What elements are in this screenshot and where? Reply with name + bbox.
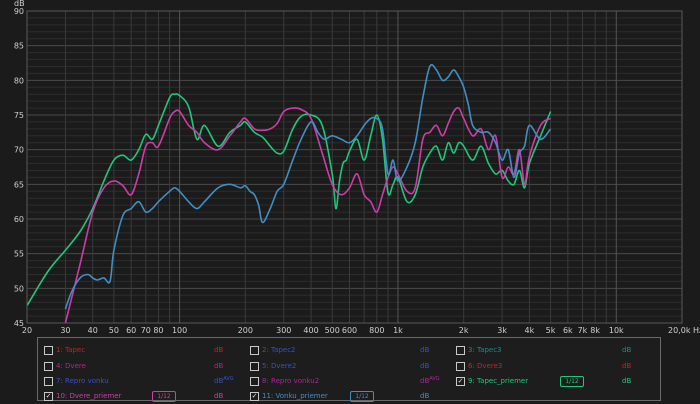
x-tick-label: 7k — [578, 326, 588, 335]
x-tick-label: 80 — [153, 326, 163, 335]
y-tick-label: 60 — [14, 215, 24, 224]
legend-label: 8: Repro vonku2 — [262, 377, 320, 385]
x-tick-label: 2k — [459, 326, 469, 335]
x-tick-label: 20 — [22, 326, 32, 335]
grid — [26, 10, 683, 324]
x-tick-label: 400 — [303, 326, 318, 335]
y-unit-label: dB — [14, 0, 25, 8]
legend-unit: dBAVG — [214, 376, 234, 385]
legend-panel: 1: Tapec dB 2: Tapec2 dB 3: Tapec3 dB 4: Dvere… — [37, 337, 661, 403]
series-line — [27, 93, 552, 307]
legend-unit: dB — [622, 362, 632, 370]
legend-unit: dB — [420, 362, 430, 370]
plot-frame — [26, 10, 683, 324]
series-1 — [27, 93, 552, 307]
x-unit-label: Hz — [693, 326, 700, 335]
x-tick-label: 200 — [238, 326, 253, 335]
x-tick-label: 6k — [563, 326, 573, 335]
legend-item[interactable]: 3: Tapec3 dB — [456, 343, 646, 357]
avg-badge: AVG — [429, 376, 440, 382]
x-tick-label: 8k — [590, 326, 600, 335]
legend-checkbox[interactable]: ✓ — [44, 392, 53, 401]
legend-unit: dB — [622, 377, 632, 385]
legend-checkbox[interactable] — [456, 346, 465, 355]
legend-checkbox[interactable] — [44, 362, 53, 371]
y-tick-label: 90 — [14, 7, 24, 16]
x-tick-label: 70 — [141, 326, 151, 335]
legend-unit: dB — [420, 346, 430, 354]
smoothing-icon[interactable]: 1/12 — [560, 376, 584, 387]
y-tick-label: 45 — [14, 319, 24, 328]
legend-label: 7: Repro vonku — [56, 377, 109, 385]
y-tick-label: 85 — [14, 42, 24, 51]
x-tick-label: 500 — [325, 326, 340, 335]
legend-checkbox[interactable] — [44, 346, 53, 355]
x-tick-label: 30 — [60, 326, 70, 335]
x-tick-label: 3k — [497, 326, 507, 335]
legend-label: 5: Dvere2 — [262, 362, 297, 370]
legend-label: 2: Tapec2 — [262, 346, 296, 354]
legend-label: 10: Dvere_priemer — [56, 392, 122, 400]
y-tick-label: 65 — [14, 180, 24, 189]
avg-badge: AVG — [223, 376, 234, 382]
legend-label: 4: Dvere — [56, 362, 86, 370]
x-tick-label: 4k — [525, 326, 535, 335]
legend-label: 1: Tapec — [56, 346, 86, 354]
legend-item[interactable]: 1: Tapec dB — [44, 343, 238, 357]
legend-item[interactable]: 2: Tapec2 dB — [250, 343, 444, 357]
x-tick-label: 40 — [88, 326, 98, 335]
series-line — [64, 106, 552, 323]
legend-item[interactable]: 5: Dvere2 dB — [250, 359, 444, 373]
legend-item[interactable]: 4: Dvere dB — [44, 359, 238, 373]
y-tick-label: 80 — [14, 76, 24, 85]
y-tick-label: 75 — [14, 111, 24, 120]
x-tick-label: 60 — [126, 326, 136, 335]
legend-unit: dBAVG — [420, 376, 440, 385]
legend-label: 11: Vonku_priemer — [262, 392, 328, 400]
series-2 — [64, 106, 552, 323]
legend-item[interactable]: 6: Dvere3 dB — [456, 359, 646, 373]
x-tick-label: 1k — [393, 326, 403, 335]
x-tick-label: 300 — [276, 326, 291, 335]
x-tick-label: 600 — [342, 326, 357, 335]
legend-checkbox[interactable]: ✓ — [456, 377, 465, 386]
legend-checkbox[interactable] — [250, 377, 259, 386]
series-line — [64, 63, 552, 310]
series-3 — [64, 63, 552, 310]
legend-unit: dB — [420, 392, 430, 400]
y-tick-label: 70 — [14, 146, 24, 155]
x-tick-label: 20,0k — [668, 326, 691, 335]
legend-checkbox[interactable] — [44, 377, 53, 386]
x-tick-label: 50 — [109, 326, 119, 335]
legend-unit: dB — [214, 392, 224, 400]
smoothing-icon[interactable]: 1/12 — [152, 391, 176, 402]
legend-label: 3: Tapec3 — [468, 346, 502, 354]
legend-unit: dB — [214, 362, 224, 370]
legend-item[interactable]: 7: Repro vonku dBAVG — [44, 374, 238, 388]
smoothing-icon[interactable]: 1/12 — [350, 391, 374, 402]
series-group — [27, 63, 552, 323]
legend-item[interactable]: ✓ 11: Vonku_priemer 1/12 dB — [250, 389, 444, 403]
legend-unit: dB — [622, 346, 632, 354]
x-tick-label: 10k — [609, 326, 624, 335]
legend-item[interactable]: ✓ 9: Tapec_priemer 1/12 dB — [456, 374, 646, 388]
legend-item[interactable]: 8: Repro vonku2 dBAVG — [250, 374, 444, 388]
legend-checkbox[interactable] — [250, 346, 259, 355]
x-tick-label: 800 — [369, 326, 384, 335]
legend-label: 6: Dvere3 — [468, 362, 503, 370]
legend-unit: dB — [214, 346, 224, 354]
y-tick-label: 50 — [14, 284, 24, 293]
legend-label: 9: Tapec_priemer — [468, 377, 529, 385]
y-tick-label: 55 — [14, 250, 24, 259]
x-tick-label: 100 — [172, 326, 187, 335]
legend-checkbox[interactable] — [456, 362, 465, 371]
legend-checkbox[interactable] — [250, 362, 259, 371]
legend-item[interactable]: ✓ 10: Dvere_priemer 1/12 dB — [44, 389, 238, 403]
x-tick-label: 5k — [546, 326, 556, 335]
legend-checkbox[interactable]: ✓ — [250, 392, 259, 401]
